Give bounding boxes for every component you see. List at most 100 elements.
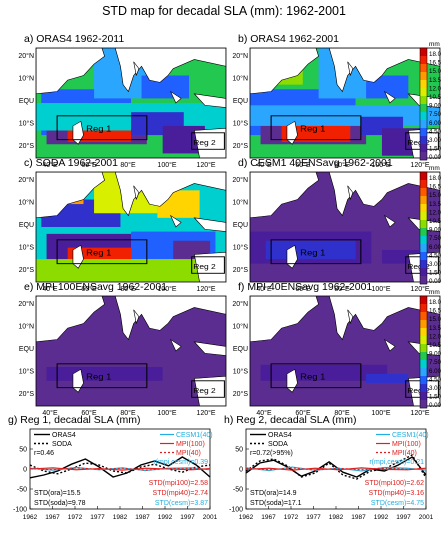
- colorbar-tick: 3.00: [429, 137, 442, 144]
- colorbar-swatch: [420, 72, 427, 81]
- map-panel-title: b) ORAS4 1962-2001: [238, 33, 339, 45]
- region-2-label: Reg 2: [407, 263, 429, 271]
- lat-label: 20°N: [232, 176, 248, 184]
- land-mass: [347, 185, 354, 200]
- colorbar-swatch: [420, 128, 427, 137]
- colorbar-tick: 9.00: [429, 351, 442, 358]
- lat-label: 20°N: [18, 52, 34, 60]
- lon-label: 60°E: [81, 409, 97, 417]
- land-mass: [114, 172, 226, 217]
- line-chart-panels: g) Reg 1, decadal SLA (mm) -100 -50 0 50 1962…: [8, 414, 434, 521]
- colorbar-frame: [419, 47, 428, 161]
- colorbar-tick: 4.50: [429, 376, 442, 383]
- lon-label: 80°E: [120, 409, 136, 417]
- colorbar-swatch: [420, 196, 427, 205]
- series-line: [245, 456, 427, 478]
- region-1-box: [56, 239, 148, 265]
- land-mass: [383, 90, 396, 104]
- colorbar-swatch: [420, 144, 427, 153]
- sla-std-patch: [141, 75, 190, 99]
- colorbar-tick: 12.0: [429, 333, 442, 340]
- colorbar-tick: 3.00: [429, 261, 442, 268]
- colorbar-tick: 3.00: [429, 385, 442, 392]
- lon-label: 80°E: [334, 285, 350, 293]
- colorbar-swatch: [420, 244, 427, 253]
- colorbar-tick: 13.5: [429, 325, 442, 332]
- colorbar-tick: 1.50: [429, 146, 442, 153]
- map-frame: [249, 47, 441, 159]
- colorbar-swatch: [420, 392, 427, 401]
- lon-label: 100°E: [371, 285, 390, 293]
- std-label: STD(mpi40)=3.16: [369, 490, 425, 497]
- map-panels: a) ORAS4 1962-2011 Reg 1 Reg 2 20°N 10°N EQU 1…: [18, 33, 441, 417]
- series-line: [29, 467, 211, 471]
- correlation-label: r=0.72(>95%): [250, 450, 293, 457]
- colorbar-tick: 9.00: [429, 227, 442, 234]
- legend-label: SODA: [52, 441, 72, 448]
- y-tick-label: 0: [23, 467, 27, 474]
- region-2-label: Reg 2: [193, 263, 215, 271]
- line-chart: g) Reg 1, decadal SLA (mm) -100 -50 0 50 1962…: [8, 414, 218, 521]
- colorbar-tick: 18.0: [429, 299, 442, 306]
- land-mass: [133, 61, 140, 76]
- std-label: STD(ora)=14.9: [250, 490, 297, 497]
- land-mass: [114, 48, 226, 93]
- colorbar-tick: 18.0: [429, 175, 442, 182]
- colorbar-tick: 0.00: [429, 402, 442, 409]
- colorbar-swatch: [420, 56, 427, 65]
- colorbar-swatch: [420, 296, 427, 305]
- series-line: [29, 467, 211, 471]
- x-tick-label: 1972: [68, 514, 83, 521]
- land-mass: [36, 172, 105, 219]
- sla-std-patch: [366, 373, 409, 384]
- lat-label: EQU: [19, 98, 34, 105]
- colorbar-swatch: [420, 328, 427, 337]
- colorbar-swatch: [420, 172, 427, 181]
- map-panel-title: e) MPI 100ENSavg 1962-2001: [24, 281, 167, 293]
- std-label: STD(soda)=17.1: [250, 500, 302, 507]
- region-2-label: Reg 2: [193, 387, 215, 395]
- std-label: STD(soda)=9.78: [34, 500, 86, 507]
- sla-std-patch: [281, 123, 351, 142]
- colorbar-unit: mm: [429, 165, 440, 172]
- colorbar-swatch: [420, 320, 427, 329]
- land-mass: [250, 296, 319, 343]
- region-1-label: Reg 1: [86, 248, 111, 257]
- lon-label: 60°E: [295, 161, 311, 169]
- lat-label: 10°S: [233, 120, 249, 128]
- colorbar-swatch: [420, 212, 427, 221]
- x-tick-label: 1982: [329, 514, 344, 521]
- lon-label: 60°E: [295, 409, 311, 417]
- colorbar: mm 18.0 16.515.0 13.512.0 10.5 9.007.50 6.004.…: [419, 165, 442, 285]
- lon-label: 40°E: [42, 409, 58, 417]
- colorbar-tick: 10.5: [429, 94, 442, 101]
- colorbar-swatch: [420, 376, 427, 385]
- region-2-label: Reg 2: [193, 139, 215, 147]
- colorbar-tick: 4.50: [429, 128, 442, 135]
- lon-label: 40°E: [256, 409, 272, 417]
- lat-label: 10°N: [232, 75, 248, 83]
- map-panel: b) ORAS4 1962-2001 Reg 1 Reg 2 20°N 10°N EQU 1…: [232, 33, 441, 169]
- lon-label: 80°E: [120, 285, 136, 293]
- colorbar-tick: 7.50: [429, 359, 442, 366]
- lon-label: 40°E: [42, 161, 58, 169]
- x-tick-label: 1977: [306, 514, 321, 521]
- lon-label: 120°E: [196, 409, 215, 417]
- x-tick-label: 1967: [45, 514, 60, 521]
- colorbar-tick: 18.0: [429, 51, 442, 58]
- colorbar-tick: 12.0: [429, 209, 442, 216]
- x-tick-label: 1987: [351, 514, 366, 521]
- x-tick-label: 1977: [90, 514, 105, 521]
- lon-label: 100°E: [371, 161, 390, 169]
- y-tick-label: -100: [13, 507, 27, 514]
- lon-label: 120°E: [196, 161, 215, 169]
- line-chart: h) Reg 2, decadal SLA (mm) -100 -50 0 50 1962…: [224, 414, 434, 521]
- colorbar-tick: 9.00: [429, 103, 442, 110]
- colorbar-tick: 12.0: [429, 85, 442, 92]
- colorbar-swatch: [420, 88, 427, 97]
- x-tick-label: 1987: [135, 514, 150, 521]
- colorbar-swatch: [420, 312, 427, 321]
- std-label: STD(mpi100)=2.58: [149, 480, 208, 487]
- lon-label: 80°E: [334, 161, 350, 169]
- colorbar-frame: [419, 171, 428, 285]
